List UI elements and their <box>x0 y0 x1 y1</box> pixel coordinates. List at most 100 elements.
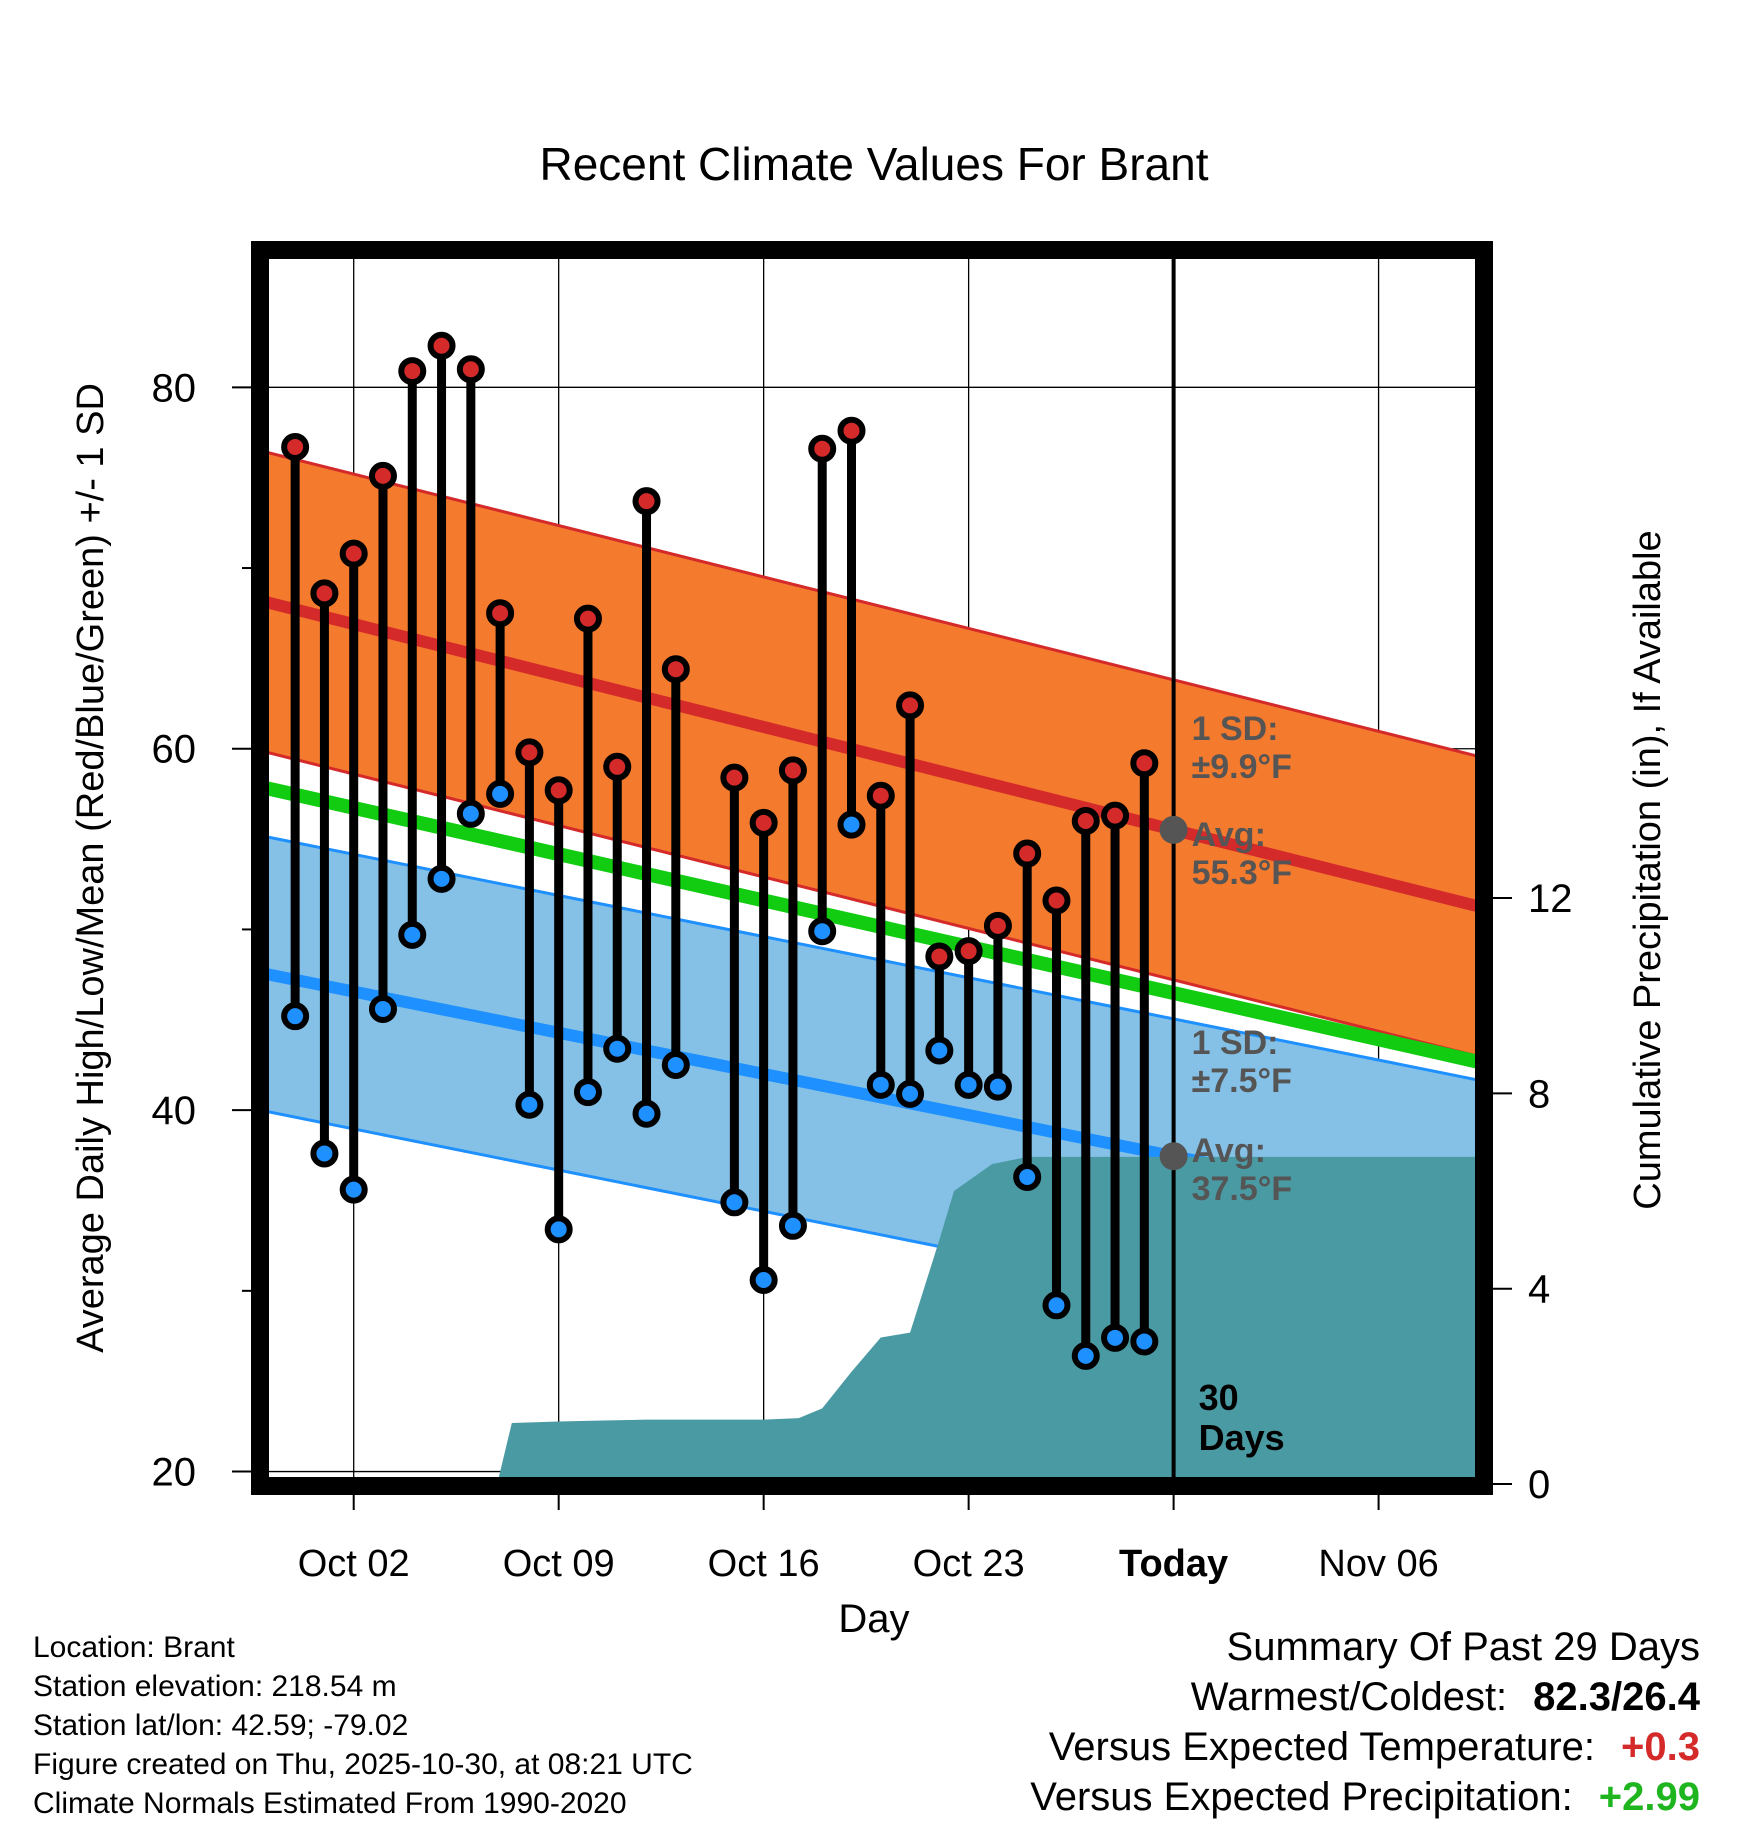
daily-low-dot <box>925 1036 954 1065</box>
summary-warm-cold-row: Warmest/Coldest: 82.3/26.4 <box>1030 1672 1700 1722</box>
days-count-number: 30 <box>1199 1377 1239 1418</box>
daily-low-dot <box>749 1266 778 1294</box>
daily-low-dot <box>339 1175 368 1204</box>
daily-high-dot <box>1013 839 1042 868</box>
low-sd-annotation: 1 SD: ±7.5°F <box>1192 1024 1292 1100</box>
daily-high-dot <box>1042 886 1071 915</box>
daily-high-dot <box>281 432 310 461</box>
daily-high-dot <box>925 942 954 971</box>
daily-low-dot <box>866 1070 895 1099</box>
summary-temp-value: +0.3 <box>1621 1725 1700 1769</box>
summary-precip-row: Versus Expected Precipitation: +2.99 <box>1030 1772 1700 1822</box>
low-avg-annotation-line1: Avg: <box>1192 1132 1266 1170</box>
info-normals: Climate Normals Estimated From 1990-2020 <box>33 1787 627 1820</box>
y2-axis-label: Cumulative Precipitation (in), If Availa… <box>1627 530 1669 1209</box>
high-avg-annotation-line1: Avg: <box>1192 816 1266 854</box>
days-count-unit: Days <box>1199 1417 1285 1458</box>
daily-high-dot <box>310 579 339 608</box>
daily-high-dot <box>456 355 485 384</box>
daily-high-dot <box>954 937 983 966</box>
daily-low-dot <box>720 1188 749 1217</box>
daily-low-dot <box>983 1072 1012 1101</box>
y-tick-label: 40 <box>152 1089 197 1133</box>
daily-high-dot <box>749 808 778 837</box>
x-tick-label: Oct 02 <box>298 1543 410 1585</box>
y-tick-label: 20 <box>152 1451 197 1495</box>
daily-mean-normal-line <box>260 779 1484 1070</box>
high-avg-annotation: Avg: 55.3°F <box>1192 816 1293 892</box>
x-tick-label: Nov 06 <box>1318 1543 1438 1585</box>
plot-frame <box>251 241 1493 1495</box>
daily-high-dot <box>1130 749 1159 778</box>
summary-precip-value: +2.99 <box>1598 1775 1700 1819</box>
daily-low-dot <box>778 1211 807 1240</box>
x-tick-label: Today <box>1119 1543 1228 1585</box>
daily-high-dot <box>573 604 602 633</box>
y2-axis-label-text: Cumulative Precipitation (in), If Availa… <box>1627 530 1669 1209</box>
daily-high-dot <box>368 461 397 490</box>
daily-low-dot <box>515 1090 544 1119</box>
daily-low-dot <box>281 1002 310 1031</box>
daily-high-dot <box>603 752 632 781</box>
x-tick-label: Oct 23 <box>913 1543 1025 1585</box>
daily-low-dot <box>661 1050 690 1079</box>
summary-panel: Summary Of Past 29 Days Warmest/Coldest:… <box>1030 1622 1700 1822</box>
cumulative-precip-area <box>497 1156 1484 1486</box>
y-axis-label: Average Daily High/Low/Mean (Red/Blue/Gr… <box>70 383 112 1353</box>
daily-low-dot <box>1101 1323 1130 1352</box>
daily-high-dot <box>1071 807 1100 836</box>
high-avg-annotation-line2: 55.3°F <box>1192 854 1293 892</box>
high-band-upper-edge <box>260 449 1484 760</box>
daily-low-dot <box>1042 1291 1071 1320</box>
station-info: Location: Brant Station elevation: 218.5… <box>33 1628 693 1823</box>
daily-low-dot <box>1130 1327 1159 1356</box>
daily-low-dot <box>954 1070 983 1099</box>
daily-high-dot <box>808 434 837 463</box>
low-avg-annotation-line2: 37.5°F <box>1192 1170 1293 1208</box>
high-normal-line <box>260 594 1484 914</box>
high-avg-marker <box>1159 815 1188 844</box>
daily-high-dot <box>778 756 807 785</box>
daily-high-dot <box>720 763 749 792</box>
y-tick-label: 60 <box>152 728 197 772</box>
daily-high-dot <box>339 539 368 568</box>
daily-low-dot <box>486 779 515 808</box>
summary-temp-row: Versus Expected Temperature: +0.3 <box>1030 1722 1700 1772</box>
y2-tick-label: 12 <box>1528 877 1573 921</box>
daily-low-dot <box>427 864 456 893</box>
daily-low-dot <box>1071 1341 1100 1370</box>
y-tick-label: 80 <box>152 366 197 410</box>
low-sd-annotation-line1: 1 SD: <box>1192 1024 1279 1062</box>
daily-low-dot <box>398 920 427 949</box>
summary-temp-label: Versus Expected Temperature: <box>1048 1725 1596 1769</box>
daily-low-dot <box>456 799 485 828</box>
daily-low-dot <box>310 1139 339 1168</box>
info-elevation: Station elevation: 218.54 m <box>33 1670 397 1703</box>
precipitation-area <box>497 1156 1484 1486</box>
summary-title: Summary Of Past 29 Days <box>1226 1625 1700 1669</box>
daily-low-dot <box>1013 1163 1042 1191</box>
days-count-annotation: 30 Days <box>1199 1377 1285 1458</box>
daily-high-dot <box>427 331 456 360</box>
daily-high-dot <box>398 357 427 386</box>
high-sd-annotation-line1: 1 SD: <box>1192 710 1279 748</box>
y2-tick-label: 4 <box>1528 1268 1550 1312</box>
low-band-upper-edge <box>260 834 1484 1083</box>
high-sd-annotation-line2: ±9.9°F <box>1192 748 1292 786</box>
daily-high-dot <box>896 691 925 720</box>
info-created: Figure created on Thu, 2025-10-30, at 08… <box>33 1748 693 1781</box>
daily-high-dot <box>486 599 515 628</box>
x-tick-label: Oct 09 <box>503 1543 615 1585</box>
summary-warm-cold-value: 82.3/26.4 <box>1533 1675 1700 1719</box>
daily-high-dot <box>983 911 1012 940</box>
daily-low-dot <box>603 1034 632 1063</box>
y2-tick-label: 8 <box>1528 1072 1550 1116</box>
daily-low-dot <box>808 917 837 946</box>
daily-high-dot <box>866 781 895 810</box>
daily-high-dot <box>1101 801 1130 830</box>
x-tick-label: Oct 16 <box>708 1543 820 1585</box>
daily-high-dot <box>544 776 573 805</box>
y-axis-label-text: Average Daily High/Low/Mean (Red/Blue/Gr… <box>70 383 112 1353</box>
